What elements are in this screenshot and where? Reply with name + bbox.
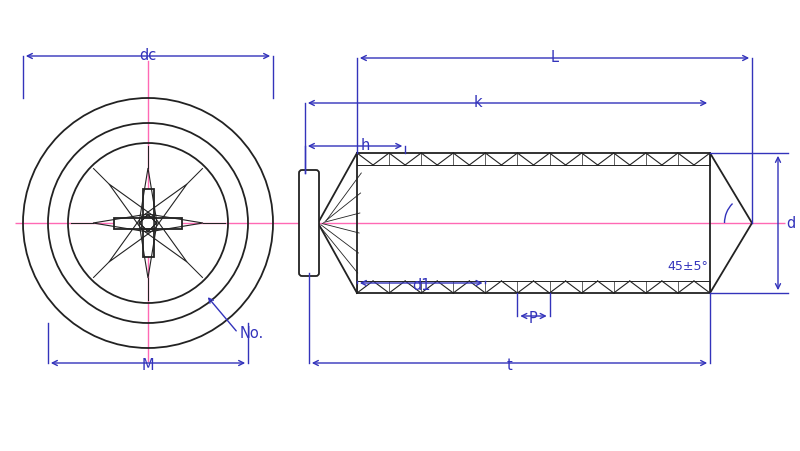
- FancyBboxPatch shape: [299, 170, 319, 276]
- Text: No.: No.: [240, 326, 264, 341]
- Text: t: t: [506, 357, 512, 372]
- Text: M: M: [142, 357, 154, 372]
- Text: k: k: [473, 95, 482, 110]
- Bar: [142, 189, 154, 258]
- Text: d: d: [786, 216, 795, 231]
- Text: d1: d1: [412, 277, 430, 292]
- Text: P: P: [529, 310, 538, 325]
- Text: h: h: [360, 138, 370, 152]
- Text: L: L: [550, 50, 558, 65]
- Text: dc: dc: [139, 48, 157, 63]
- Text: 45±5°: 45±5°: [667, 259, 708, 272]
- Bar: [114, 218, 182, 229]
